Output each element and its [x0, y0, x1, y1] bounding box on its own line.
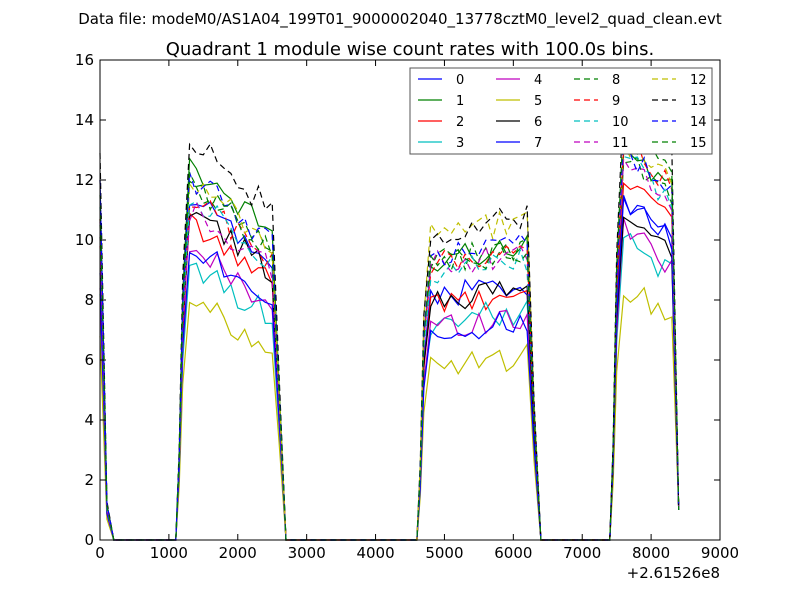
y-tick-label: 10 — [75, 231, 94, 249]
y-tick-label: 4 — [84, 411, 94, 429]
x-tick-label: 9000 — [701, 544, 739, 562]
y-tick-label: 0 — [84, 531, 94, 549]
legend-label: 9 — [612, 94, 620, 109]
x-axis: 0 1000 2000 3000 4000 5000 6000 7000 8000 9000 — [95, 60, 739, 562]
x-tick-label: 5000 — [425, 544, 463, 562]
x-tick-label: 3000 — [288, 544, 326, 562]
legend-box — [409, 67, 713, 155]
legend-label: 6 — [534, 115, 542, 130]
legend-label: 4 — [534, 73, 542, 88]
legend-label: 7 — [534, 136, 542, 151]
x-tick-label: 6000 — [494, 544, 532, 562]
legend-label: 13 — [690, 94, 707, 109]
legend-label: 0 — [456, 73, 464, 88]
y-tick-label: 8 — [84, 291, 94, 309]
x-tick-label: 4000 — [356, 544, 394, 562]
legend-label: 12 — [690, 73, 707, 88]
legend-label: 2 — [456, 115, 464, 130]
chart-title: Quadrant 1 module wise count rates with … — [166, 39, 655, 60]
series-line-12 — [99, 143, 680, 541]
y-tick-label: 14 — [75, 111, 94, 129]
data-file-label: Data file: modeM0/AS1A04_199T01_90000020… — [78, 10, 722, 29]
legend-label: 5 — [534, 94, 542, 109]
y-tick-label: 2 — [84, 471, 94, 489]
legend-label: 10 — [612, 115, 629, 130]
x-tick-label: 2000 — [219, 544, 257, 562]
x-tick-label: 0 — [95, 544, 105, 562]
legend-label: 15 — [690, 136, 707, 151]
legend-label: 11 — [612, 136, 629, 151]
legend-label: 1 — [456, 94, 464, 109]
y-tick-label: 6 — [84, 351, 94, 369]
x-tick-label: 7000 — [563, 544, 601, 562]
x-offset-label: +2.61526e8 — [627, 564, 720, 582]
x-tick-label: 8000 — [632, 544, 670, 562]
legend-label: 14 — [690, 115, 707, 130]
legend-label: 8 — [612, 73, 620, 88]
y-tick-label: 12 — [75, 171, 94, 189]
y-tick-label: 16 — [75, 51, 94, 69]
legend-label: 3 — [456, 136, 464, 151]
x-tick-label: 1000 — [150, 544, 188, 562]
